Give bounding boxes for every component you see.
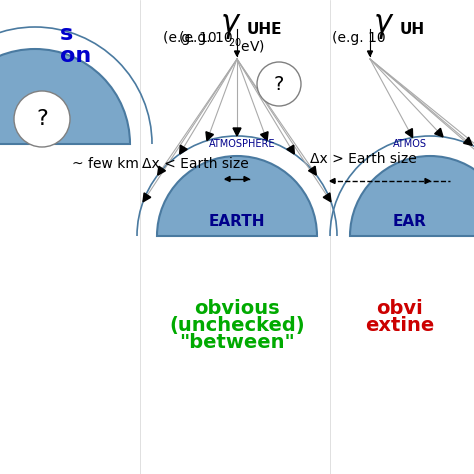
- Circle shape: [257, 62, 301, 106]
- Text: UHE: UHE: [247, 22, 283, 37]
- Circle shape: [14, 91, 70, 147]
- Text: ?: ?: [274, 74, 284, 93]
- Text: (e.g. 10: (e.g. 10: [164, 31, 217, 45]
- Text: ATMOS: ATMOS: [393, 139, 427, 149]
- Text: on: on: [60, 46, 91, 66]
- Polygon shape: [206, 132, 213, 141]
- Polygon shape: [367, 51, 373, 56]
- Polygon shape: [323, 193, 331, 202]
- Text: (e.g. 10: (e.g. 10: [179, 31, 233, 45]
- Wedge shape: [157, 156, 317, 236]
- Polygon shape: [225, 176, 230, 182]
- Text: s: s: [60, 24, 73, 44]
- Polygon shape: [143, 193, 151, 202]
- Text: EAR: EAR: [393, 213, 427, 228]
- Wedge shape: [0, 49, 130, 144]
- Polygon shape: [261, 132, 268, 141]
- Polygon shape: [235, 51, 239, 56]
- Polygon shape: [244, 176, 249, 182]
- Polygon shape: [405, 128, 413, 137]
- Polygon shape: [464, 137, 472, 146]
- Text: Δx < Earth size: Δx < Earth size: [142, 157, 249, 171]
- Text: (unchecked): (unchecked): [169, 316, 305, 335]
- Polygon shape: [233, 128, 241, 136]
- Polygon shape: [309, 166, 316, 175]
- Text: $\gamma$: $\gamma$: [220, 12, 242, 41]
- Polygon shape: [180, 145, 187, 154]
- Polygon shape: [435, 128, 443, 137]
- Text: $^{20}$eV): $^{20}$eV): [228, 36, 265, 55]
- Text: UH: UH: [400, 22, 425, 37]
- Text: obvi: obvi: [377, 299, 423, 318]
- Text: extine: extine: [365, 316, 435, 335]
- Text: ?: ?: [36, 109, 48, 129]
- Text: "between": "between": [179, 333, 295, 352]
- Text: ~ few km: ~ few km: [72, 157, 139, 171]
- Text: Δx > Earth size: Δx > Earth size: [310, 152, 417, 166]
- Polygon shape: [425, 179, 430, 183]
- Polygon shape: [287, 145, 294, 154]
- Text: $\gamma$: $\gamma$: [374, 12, 395, 41]
- Polygon shape: [330, 179, 335, 183]
- Text: obvious: obvious: [194, 299, 280, 318]
- Wedge shape: [350, 156, 474, 236]
- Polygon shape: [158, 166, 165, 175]
- Text: ATMOSPHERE: ATMOSPHERE: [209, 139, 275, 149]
- Text: (e.g. 10: (e.g. 10: [332, 31, 386, 45]
- Text: EARTH: EARTH: [209, 213, 265, 228]
